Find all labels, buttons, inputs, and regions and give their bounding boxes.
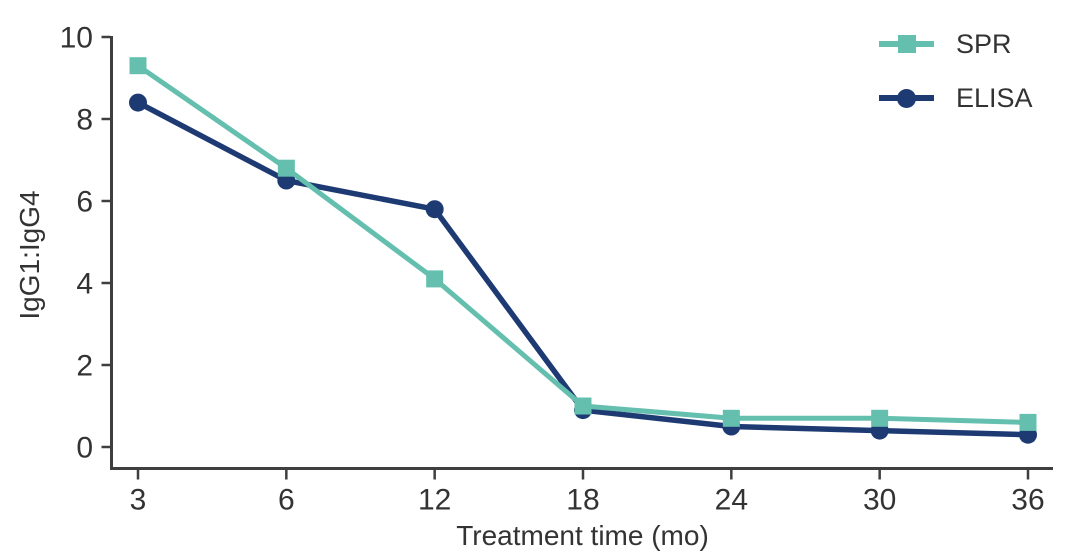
x-tick-label: 18 (566, 484, 599, 517)
x-axis-label: Treatment time (mo) (456, 520, 709, 551)
square-marker-icon (897, 35, 916, 53)
circle-marker-icon (897, 88, 916, 108)
spr-swatch (879, 32, 934, 56)
y-axis-label: IgG1:IgG4 (14, 190, 45, 320)
data-point-spr (722, 409, 740, 427)
data-point-elisa (129, 93, 147, 112)
y-tick-label: 8 (76, 104, 93, 137)
elisa-swatch (879, 86, 934, 110)
data-point-spr (871, 409, 889, 427)
legend-item-spr: SPR (879, 26, 1033, 62)
data-point-spr (574, 397, 592, 415)
x-tick-label: 36 (1011, 484, 1044, 517)
data-point-spr (277, 159, 295, 177)
y-tick-label: 0 (76, 432, 93, 465)
legend-label-spr: SPR (956, 28, 1012, 59)
data-point-spr (426, 270, 444, 288)
series-line-elisa (136, 100, 1029, 438)
y-tick-label: 2 (76, 350, 93, 383)
x-tick-label: 3 (130, 484, 147, 517)
x-tick-label: 6 (278, 484, 295, 517)
x-tick-label: 24 (715, 484, 748, 517)
legend: SPR ELISA (879, 26, 1033, 116)
legend-item-elisa: ELISA (879, 80, 1033, 116)
y-tick-label: 10 (60, 22, 93, 55)
y-tick-label: 6 (76, 186, 93, 219)
data-point-spr (129, 57, 147, 75)
data-point-elisa (425, 200, 444, 219)
legend-label-elisa: ELISA (956, 82, 1033, 113)
x-tick-label: 30 (863, 484, 896, 517)
x-tick-label: 12 (418, 484, 451, 517)
y-tick-label: 4 (76, 268, 93, 301)
series-line-spr (136, 63, 1029, 425)
data-point-spr (1019, 413, 1037, 431)
